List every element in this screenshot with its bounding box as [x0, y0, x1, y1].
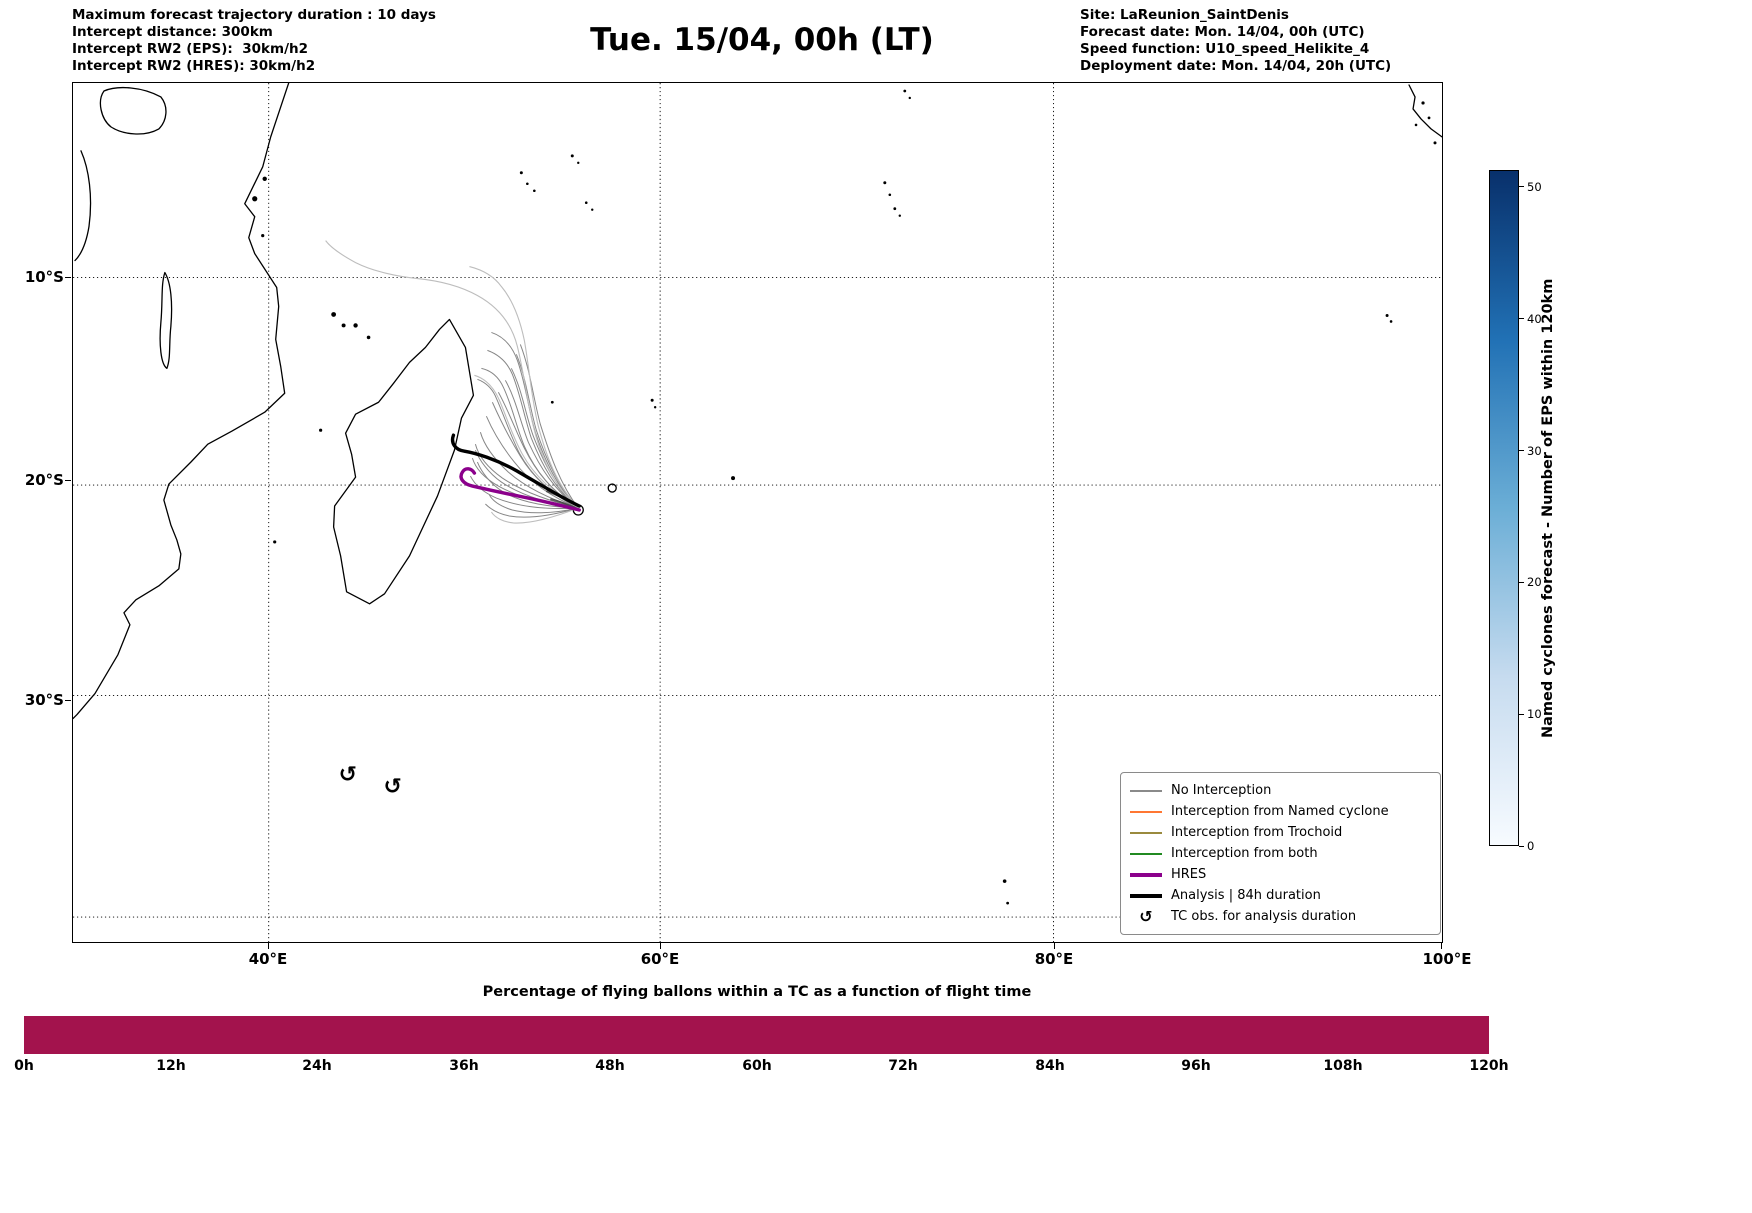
legend-label: Interception from Trochoid	[1171, 825, 1343, 840]
svg-text:↺: ↺	[384, 774, 402, 799]
olive-line-swatch	[1130, 831, 1162, 834]
lon-tickmark	[660, 943, 661, 949]
param-deployment-date: Deployment date: Mon. 14/04, 20h (UTC)	[1080, 58, 1392, 74]
bottom-xtick-72h: 72h	[888, 1058, 918, 1074]
lat-tickmark	[65, 480, 71, 481]
map-legend: No Interception Interception from Named …	[1120, 772, 1441, 935]
colorbar-tick: 50	[1519, 180, 1542, 194]
colorbar-tick: 20	[1519, 575, 1542, 589]
lat-tick-10s: 10°S	[24, 268, 64, 286]
black-line-swatch	[1130, 893, 1162, 898]
header-left-params: Maximum forecast trajectory duration : 1…	[72, 7, 436, 75]
lat-tickmark	[65, 277, 71, 278]
legend-item-analysis: Analysis | 84h duration	[1130, 885, 1430, 906]
flight-time-bar	[24, 1016, 1489, 1054]
colorbar-ticks: 50 40 30 20 10 0	[1519, 170, 1565, 853]
param-intercept-distance: Intercept distance: 300km	[72, 24, 273, 40]
legend-label: Analysis | 84h duration	[1171, 888, 1321, 903]
lon-tick-60e: 60°E	[640, 950, 680, 968]
trajectory-ensemble-faint	[325, 240, 579, 524]
bottom-xtick-48h: 48h	[595, 1058, 625, 1074]
param-intercept-rw2-hres: Intercept RW2 (HRES): 30km/h2	[72, 58, 316, 74]
trajectory-map: ↺ ↺ No Interception Interception from Na…	[72, 82, 1443, 943]
trajectory-ensemble-no-interception	[469, 331, 579, 518]
param-max-duration: Maximum forecast trajectory duration : 1…	[72, 7, 436, 23]
colorbar-label: Named cyclones forecast - Number of EPS …	[1540, 278, 1556, 738]
header-right-params: Site: LaReunion_SaintDenis Forecast date…	[1080, 7, 1391, 75]
lon-tickmark	[1441, 943, 1442, 949]
colorbar-tick: 40	[1519, 312, 1542, 326]
lon-tickmark	[1054, 943, 1055, 949]
legend-label: Interception from Named cyclone	[1171, 804, 1389, 819]
legend-item-hres: HRES	[1130, 864, 1430, 885]
bottom-xtick-0h: 0h	[14, 1058, 34, 1074]
bottom-xtick-108h: 108h	[1323, 1058, 1363, 1074]
bottom-xtick-12h: 12h	[156, 1058, 186, 1074]
green-line-swatch	[1130, 852, 1162, 855]
lon-tick-100e: 100°E	[1422, 950, 1472, 968]
tc-obs-symbols: ↺ ↺	[339, 762, 402, 799]
legend-label: TC obs. for analysis duration	[1171, 909, 1357, 924]
lat-tick-30s: 30°S	[24, 691, 64, 709]
bottom-xtick-24h: 24h	[302, 1058, 332, 1074]
bottom-chart-title: Percentage of flying ballons within a TC…	[482, 984, 1032, 1000]
gray-line-swatch	[1130, 789, 1162, 792]
legend-label: HRES	[1171, 867, 1207, 882]
param-forecast-date: Forecast date: Mon. 14/04, 00h (UTC)	[1080, 24, 1365, 40]
param-site: Site: LaReunion_SaintDenis	[1080, 7, 1289, 23]
legend-label: Interception from both	[1171, 846, 1318, 861]
analysis-track	[450, 433, 581, 508]
small-islands	[252, 89, 1437, 905]
page-title: Tue. 15/04, 00h (LT)	[590, 22, 934, 58]
bottom-xtick-120h: 120h	[1469, 1058, 1509, 1074]
purple-line-swatch	[1130, 872, 1162, 877]
legend-item-trochoid: Interception from Trochoid	[1130, 822, 1430, 843]
lat-tickmark	[65, 700, 71, 701]
bottom-xtick-84h: 84h	[1035, 1058, 1065, 1074]
legend-label: No Interception	[1171, 783, 1272, 798]
colorbar	[1489, 170, 1519, 846]
hres-track	[459, 467, 581, 512]
bottom-xtick-96h: 96h	[1181, 1058, 1211, 1074]
gridlines	[73, 83, 1442, 942]
cyclone-icon: ↺	[1139, 906, 1153, 926]
legend-item-both: Interception from both	[1130, 843, 1430, 864]
svg-text:↺: ↺	[339, 762, 357, 787]
legend-item-named-cyclone: Interception from Named cyclone	[1130, 801, 1430, 822]
lat-tick-20s: 20°S	[24, 471, 64, 489]
colorbar-tick: 0	[1519, 839, 1534, 853]
map-canvas: ↺ ↺	[73, 83, 1442, 942]
lon-tickmark	[268, 943, 269, 949]
colorbar-tick: 10	[1519, 707, 1542, 721]
lon-tick-40e: 40°E	[248, 950, 288, 968]
orange-line-swatch	[1130, 810, 1162, 813]
lon-tick-80e: 80°E	[1034, 950, 1074, 968]
param-intercept-rw2-eps: Intercept RW2 (EPS): 30km/h2	[72, 41, 308, 57]
coastlines	[73, 83, 1442, 720]
param-speed-function: Speed function: U10_speed_Helikite_4	[1080, 41, 1370, 57]
bottom-xtick-36h: 36h	[449, 1058, 479, 1074]
colorbar-tick: 30	[1519, 444, 1542, 458]
legend-item-tc-obs: ↺ TC obs. for analysis duration	[1130, 906, 1430, 927]
legend-item-no-interception: No Interception	[1130, 780, 1430, 801]
bottom-xtick-60h: 60h	[742, 1058, 772, 1074]
